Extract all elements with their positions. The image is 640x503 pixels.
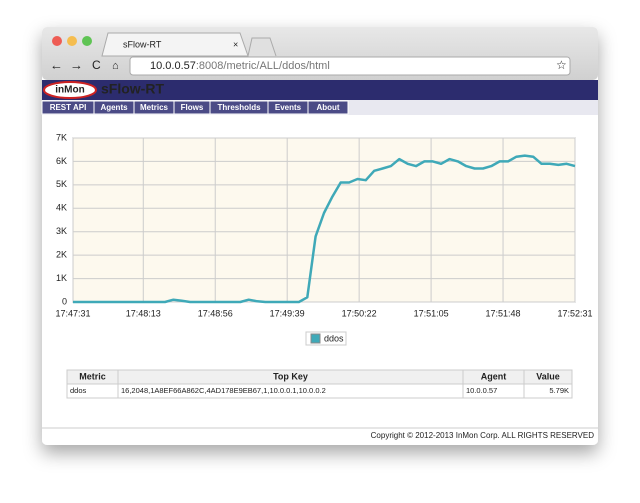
table: Metric Top Key Agent Value ddos 16,2048,1A8EF… [66,369,573,399]
table-cell: 5.79K [549,386,569,395]
app-header [42,80,598,100]
tab-close[interactable]: × [233,39,238,49]
table-header: Agent [481,371,507,381]
table-header: Metric [79,371,106,381]
close-button[interactable] [52,36,62,46]
logo [43,81,97,99]
x-tick-label: 17:49:39 [270,308,305,318]
y-tick-label: 0 [62,296,67,306]
y-tick-label: 4K [56,203,67,213]
bookmark-star[interactable]: ☆ [556,58,567,72]
table-header: Top Key [273,371,308,381]
url: 10.0.0.57:8008/metric/ALL/ddos/html [150,60,330,72]
minimize-button[interactable] [67,36,77,46]
new-tab[interactable] [247,37,277,57]
y-tick-label: 6K [56,156,67,166]
url-rest: :8008/metric/ALL/ddos/html [196,60,330,72]
tab-title: sFlow-RT [123,39,162,49]
x-tick-label: 17:52:31 [557,308,592,318]
nav-label[interactable]: About [316,103,339,112]
y-tick-label: 1K [56,273,67,283]
x-tick-label: 17:51:48 [486,308,521,318]
tab[interactable] [101,32,249,57]
x-tick-label: 17:51:05 [414,308,449,318]
y-tick-label: 5K [56,179,67,189]
table-header: Value [536,371,560,381]
logo-text: inMon [55,85,84,96]
x-tick-label: 17:47:31 [55,308,90,318]
zoom-button[interactable] [82,36,92,46]
table-cell: ddos [70,386,87,395]
table-row-bg [66,383,573,399]
nav-item[interactable] [307,100,349,115]
table-cell: 10.0.0.57 [466,386,497,395]
y-tick-label: 3K [56,226,67,236]
back-button[interactable]: ← [50,57,63,72]
footer: Copyright © 2012-2013 InMon Corp. ALL RI… [371,431,595,440]
nav-label[interactable]: Thresholds [217,103,261,112]
home-button[interactable]: ⌂ [112,60,119,72]
forward-button[interactable]: → [70,57,83,72]
nav-label[interactable]: Metrics [140,103,169,112]
app-title: sFlow-RT [101,81,164,97]
nav-label[interactable]: REST API [50,103,87,112]
legend-swatch [310,333,321,344]
x-tick-label: 17:50:22 [342,308,377,318]
x-tick-label: 17:48:56 [198,308,233,318]
address-bar[interactable] [129,56,571,76]
y-tick-label: 2K [56,250,67,260]
nav: REST API Agents Metrics Flows Thresholds Even… [41,100,349,115]
line [73,154,576,304]
chart: 0 1K 2K 3K 4K 5K 6K 7K 17:47:31 17:48:13 17:48:56 1… [55,132,592,318]
nav-label[interactable]: Agents [100,103,128,112]
legend-label: ddos [324,333,344,343]
x-tick-label: 17:48:13 [126,308,161,318]
url-host: 10.0.0.57 [150,60,196,72]
reload-button[interactable]: C [92,58,101,72]
nav-label[interactable]: Events [275,103,302,112]
table-cell: 16,2048,1A8EF66A862C,4AD178E9EB67,1,10.0… [121,386,326,395]
nav-label[interactable]: Flows [181,103,204,112]
y-tick-label: 7K [56,132,67,142]
